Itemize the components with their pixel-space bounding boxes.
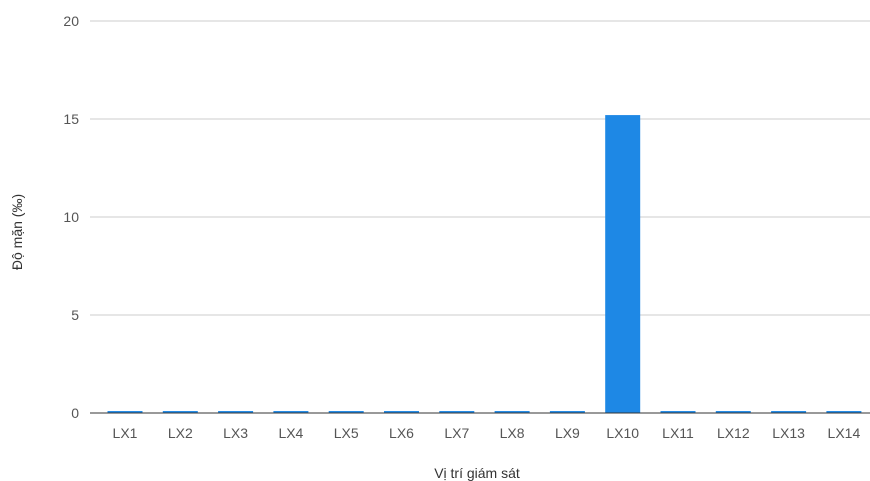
bar-lx12 bbox=[715, 411, 751, 413]
bar-lx4 bbox=[273, 411, 309, 413]
bar-lx14 bbox=[826, 411, 862, 413]
bar-lx8 bbox=[494, 411, 530, 413]
x-tick-label: LX7 bbox=[444, 425, 469, 441]
x-tick-label: LX11 bbox=[662, 425, 694, 441]
y-tick-label: 0 bbox=[71, 405, 79, 421]
bar-lx5 bbox=[328, 411, 364, 413]
bar-lx9 bbox=[549, 411, 585, 413]
y-axis-ticks: 0 5 10 15 20 bbox=[63, 13, 79, 421]
x-tick-label: LX1 bbox=[113, 425, 138, 441]
x-tick-label: LX13 bbox=[772, 425, 805, 441]
y-tick-label: 20 bbox=[63, 13, 79, 29]
gridlines bbox=[90, 20, 870, 316]
bar-lx6 bbox=[384, 411, 419, 413]
x-tick-label: LX10 bbox=[606, 425, 639, 441]
x-tick-label: LX14 bbox=[828, 425, 861, 441]
x-tick-label: LX3 bbox=[223, 425, 248, 441]
y-axis-title: Độ mặn (‰) bbox=[9, 194, 25, 270]
bar-lx1 bbox=[107, 411, 143, 413]
bar-lx7 bbox=[439, 411, 475, 413]
x-tick-label: LX5 bbox=[334, 425, 359, 441]
x-axis-ticks: LX1 LX2 LX3 LX4 LX5 LX6 LX7 LX8 LX9 LX10 LX11 LX12 L… bbox=[113, 425, 861, 441]
bar-lx13 bbox=[771, 411, 807, 413]
bar-lx3 bbox=[218, 411, 254, 413]
x-tick-label: LX9 bbox=[555, 425, 580, 441]
bar-lx2 bbox=[162, 411, 198, 413]
x-axis-title: Vị trí giám sát bbox=[434, 465, 520, 481]
y-tick-label: 5 bbox=[71, 307, 79, 323]
x-tick-label: LX12 bbox=[717, 425, 750, 441]
y-tick-label: 10 bbox=[63, 209, 79, 225]
bars bbox=[107, 115, 862, 413]
x-tick-label: LX6 bbox=[389, 425, 414, 441]
x-tick-label: LX4 bbox=[278, 425, 303, 441]
y-tick-label: 15 bbox=[63, 111, 79, 127]
bar-lx11 bbox=[660, 411, 696, 413]
x-tick-label: LX2 bbox=[168, 425, 193, 441]
bar-lx10 bbox=[605, 115, 641, 413]
x-tick-label: LX8 bbox=[500, 425, 525, 441]
